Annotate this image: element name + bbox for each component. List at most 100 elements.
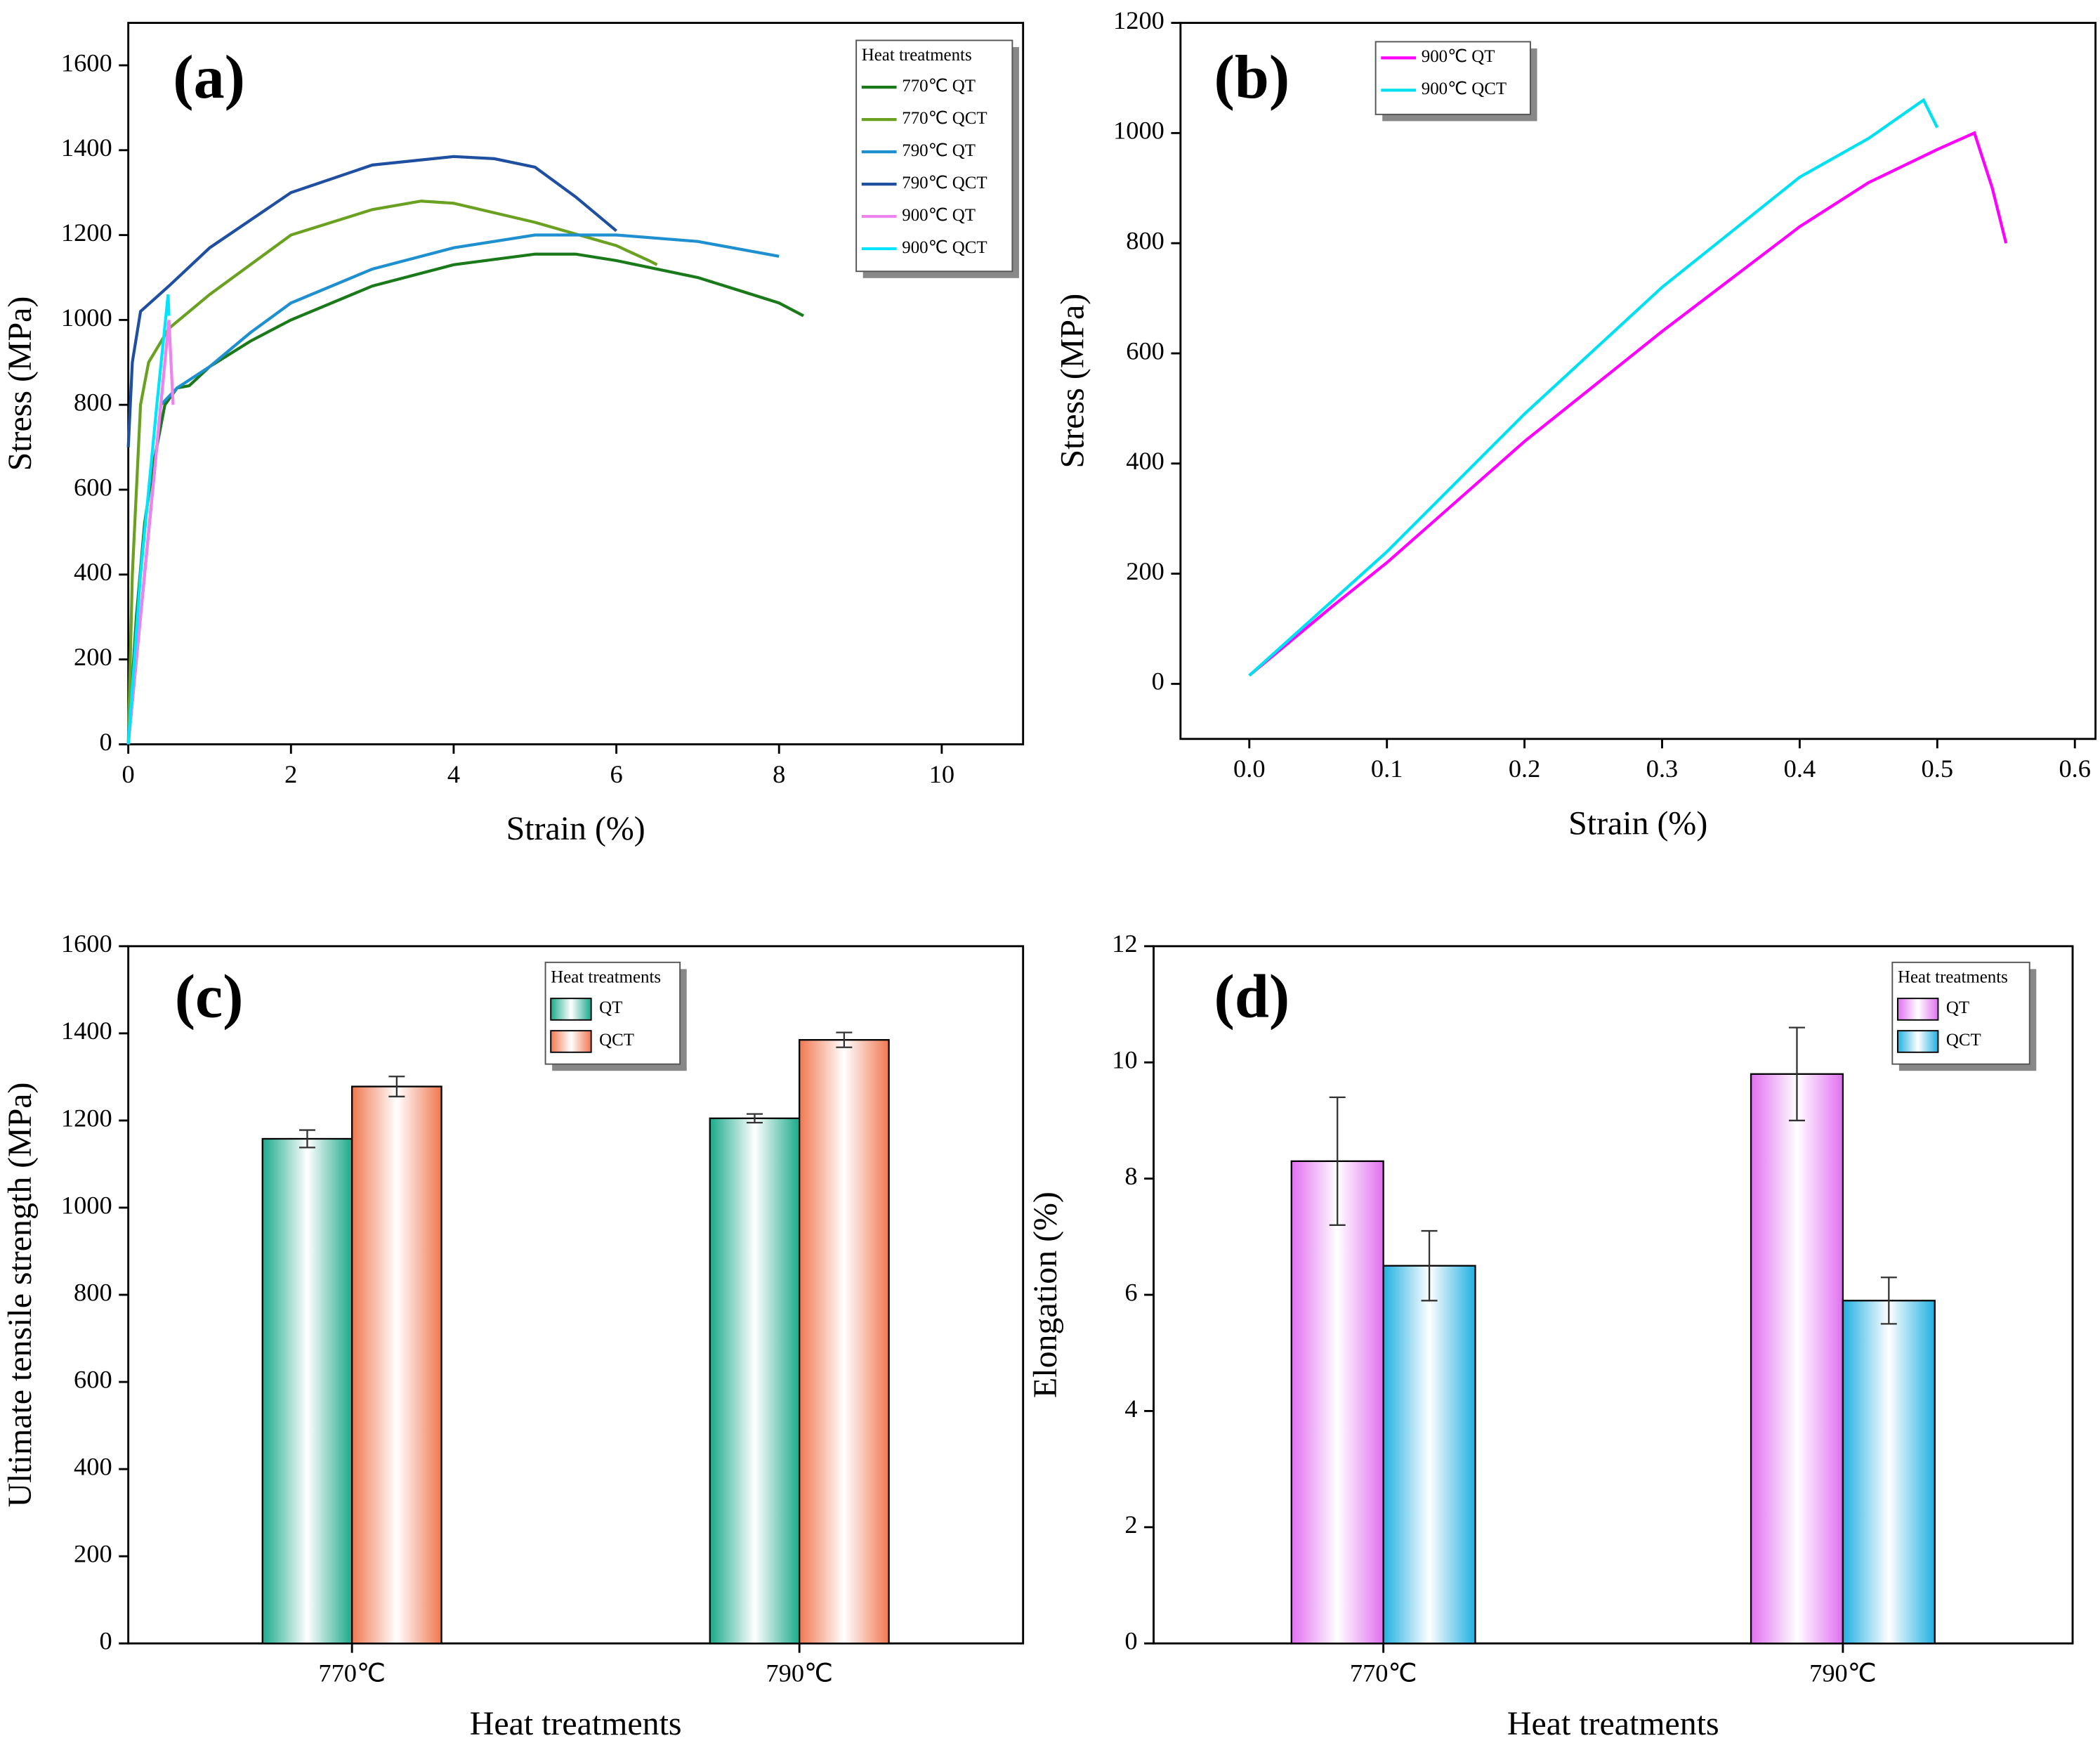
y-tick-label: 600 [74,1365,112,1393]
y-tick-label: 0 [99,1627,112,1655]
legend-swatch [1897,1030,1939,1053]
legend-swatch [1897,998,1939,1021]
error-bar [1421,1229,1438,1302]
y-tick-label: 4 [1124,1395,1137,1423]
line-series [1248,98,1939,677]
legend-box [855,39,1013,273]
line-series [126,233,780,745]
error-bar [388,1076,405,1097]
error-bar [1329,1096,1346,1226]
legend-label: 900℃ QT [902,206,976,225]
bar [1382,1265,1476,1645]
legend-label: QT [1946,998,1969,1017]
legend-title: Heat treatments [862,46,972,65]
x-axis-label: Heat treatments [1507,1705,1719,1742]
legend-label: 770℃ QT [902,77,976,96]
y-tick-label: 1400 [61,133,112,162]
plot-frame [1179,22,2097,740]
bar [709,1117,801,1645]
legend-label: 790℃ QT [902,141,976,160]
legend-title: Heat treatments [551,968,661,987]
x-tick-label: 0.5 [1922,755,1954,783]
y-tick-label: 10 [1112,1046,1137,1074]
y-tick-label: 1000 [61,303,112,332]
legend-swatch [550,998,592,1021]
x-tick-label: 0.0 [1233,755,1266,783]
plot-frame [127,22,1025,745]
y-axis-label: Stress (MPa) [1054,294,1091,469]
y-tick-label: 0 [1124,1627,1137,1655]
line-series [126,320,175,745]
panel-label: (a) [173,43,245,112]
y-tick-label: 0 [1152,667,1164,696]
legend-label: 900℃ QT [1422,47,1495,66]
y-tick-label: 0 [99,728,112,756]
x-tick-label: 790℃ [766,1659,832,1687]
x-tick-label: 0.3 [1646,755,1679,783]
y-tick-label: 2 [1124,1510,1137,1539]
legend-label: QCT [1946,1031,1981,1050]
legend-swatch [550,1030,592,1053]
y-tick-label: 600 [1126,337,1164,365]
bar [1290,1160,1384,1645]
x-tick-label: 0.2 [1509,755,1541,783]
line-series [1248,131,2008,677]
error-bar [836,1031,853,1048]
x-tick-label: 790℃ [1809,1659,1876,1687]
y-tick-label: 400 [1126,447,1164,475]
y-tick-label: 1600 [61,929,112,958]
x-tick-label: 6 [610,760,622,788]
y-tick-label: 200 [74,643,112,671]
y-tick-label: 1200 [61,1104,112,1132]
y-tick-label: 600 [74,473,112,501]
legend-label: QCT [599,1031,634,1050]
x-tick-label: 0.6 [2059,755,2091,783]
x-tick-label: 2 [284,760,297,788]
legend-label: QT [599,998,622,1017]
x-tick-label: 0.4 [1784,755,1816,783]
legend-label: 900℃ QCT [1422,79,1507,98]
panel-label: (b) [1214,43,1290,112]
y-tick-label: 800 [74,1278,112,1306]
x-axis-label: Heat treatments [470,1705,682,1742]
legend-title: Heat treatments [1898,968,2008,987]
y-tick-label: 1000 [61,1191,112,1219]
line-series [126,252,804,745]
y-axis-label: Ultimate tensile strength (MPa) [1,1083,39,1508]
y-tick-label: 8 [1124,1162,1137,1190]
error-bar [746,1113,763,1124]
y-axis-label: Stress (MPa) [1,296,39,471]
line-series [126,200,658,745]
y-tick-label: 400 [74,1452,112,1480]
x-tick-label: 10 [929,760,954,788]
x-axis-label: Strain (%) [506,810,645,847]
legend-label: 790℃ QCT [902,174,987,192]
bar [1842,1300,1936,1645]
y-tick-label: 1000 [1113,117,1164,145]
y-tick-label: 1200 [61,218,112,247]
bar [261,1137,353,1645]
bar [351,1085,442,1645]
legend-label: 770℃ QCT [902,109,987,128]
error-bar [298,1129,315,1149]
x-axis-label: Strain (%) [1568,804,1707,842]
x-tick-label: 0 [122,760,135,788]
y-tick-label: 200 [1126,557,1164,585]
x-tick-label: 0.1 [1371,755,1403,783]
y-tick-label: 1400 [61,1017,112,1045]
y-tick-label: 1200 [1113,6,1164,34]
x-tick-label: 4 [447,760,460,788]
y-tick-label: 12 [1112,929,1137,958]
line-series [126,155,617,448]
error-bar [1788,1026,1805,1122]
x-tick-label: 770℃ [1350,1659,1417,1687]
y-tick-label: 6 [1124,1278,1137,1306]
bar [1750,1073,1844,1645]
panel-label: (c) [175,962,244,1031]
bar [799,1039,890,1645]
x-tick-label: 770℃ [318,1659,385,1687]
y-tick-label: 800 [74,389,112,417]
y-tick-label: 200 [74,1540,112,1568]
